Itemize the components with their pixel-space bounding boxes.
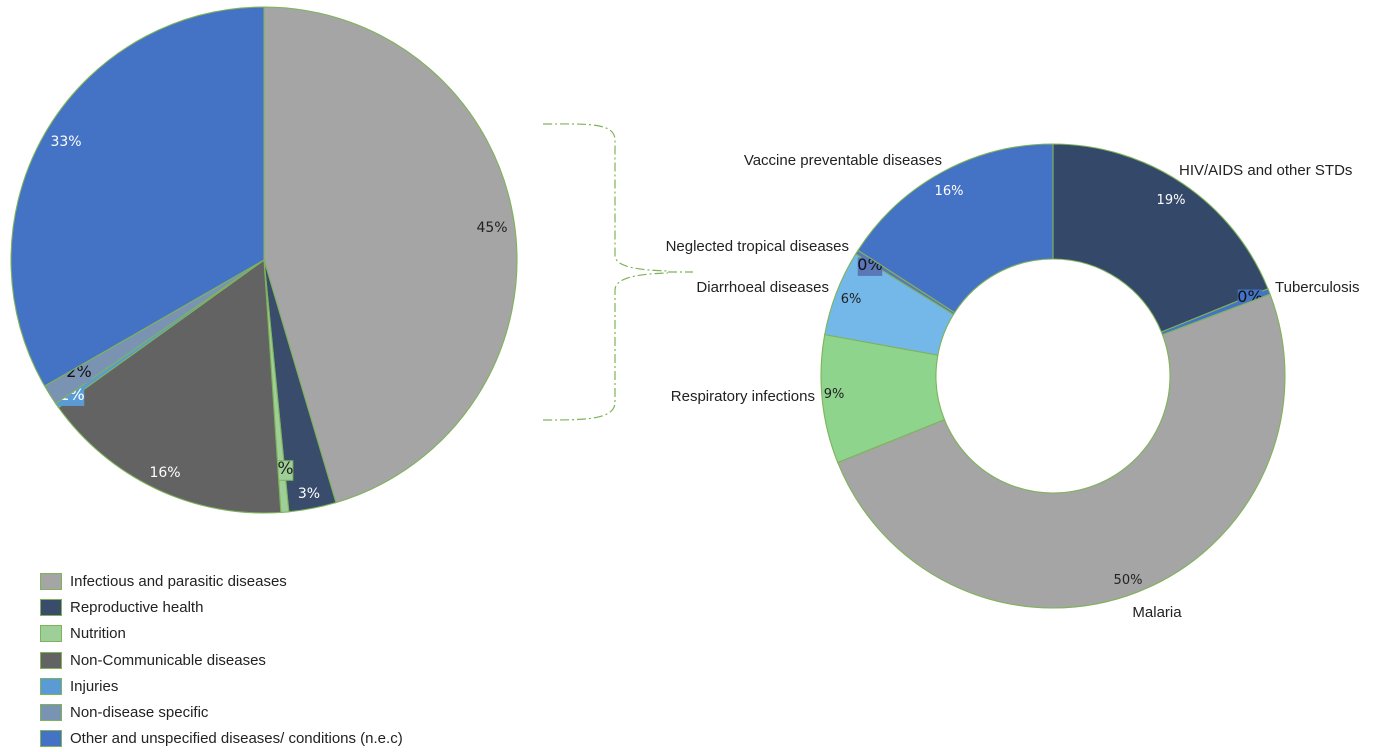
legend-label: Reproductive health [70, 598, 204, 616]
legend-item: Nutrition [40, 621, 403, 647]
main-pie-chart: 45%3%0%16%1%2%33% [10, 6, 518, 514]
data-label: 33% [50, 134, 81, 150]
data-label: 16% [935, 184, 964, 199]
legend-item: Reproductive health [40, 594, 403, 620]
legend-item: Infectious and parasitic diseases [40, 568, 403, 594]
legend-item: Non-Communicable diseases [40, 647, 403, 673]
breakout-bracket [542, 123, 693, 421]
category-label: Tuberculosis [1275, 279, 1359, 296]
legend-swatch [40, 677, 62, 695]
slice-other-and-unspecified-diseases-conditions-n-e-c [10, 6, 265, 387]
data-label: 19% [1157, 193, 1186, 208]
category-label: Diarrhoeal diseases [696, 279, 829, 296]
legend-swatch [40, 625, 62, 643]
category-label: HIV/AIDS and other STDs [1179, 162, 1352, 179]
legend-swatch [40, 704, 62, 722]
data-label: 16% [149, 465, 180, 481]
data-label: 9% [824, 387, 845, 402]
slice-hiv-aids-and-other-stds [1052, 143, 1269, 333]
legend-swatch [40, 730, 62, 748]
legend-label: Non-Communicable diseases [70, 651, 266, 669]
category-label: Malaria [1132, 604, 1182, 621]
legend-swatch [40, 651, 62, 669]
legend-item: Injuries [40, 673, 403, 699]
legend-label: Non-disease specific [70, 704, 209, 722]
category-label: Respiratory infections [671, 388, 815, 405]
slice-vaccine-preventable-diseases [857, 143, 1054, 314]
legend: Infectious and parasitic diseases Reprod… [40, 568, 403, 752]
slice-malaria [837, 293, 1286, 609]
category-label: Vaccine preventable diseases [744, 152, 942, 169]
legend-label: Other and unspecified diseases/ conditio… [70, 730, 403, 748]
data-label: 45% [476, 220, 507, 236]
slice-infectious-and-parasitic-diseases [263, 6, 518, 504]
legend-swatch [40, 598, 62, 616]
legend-item: Non-disease specific [40, 699, 403, 725]
legend-swatch [40, 572, 62, 590]
data-label: 50% [1114, 573, 1143, 588]
category-label: Neglected tropical diseases [666, 238, 849, 255]
legend-item: Other and unspecified diseases/ conditio… [40, 726, 403, 752]
legend-label: Injuries [70, 677, 119, 695]
data-label: 6% [841, 292, 862, 307]
legend-label: Infectious and parasitic diseases [70, 572, 287, 590]
slice-non-communicable-diseases [57, 258, 282, 514]
legend-label: Nutrition [70, 625, 126, 643]
data-label: 3% [298, 486, 320, 502]
